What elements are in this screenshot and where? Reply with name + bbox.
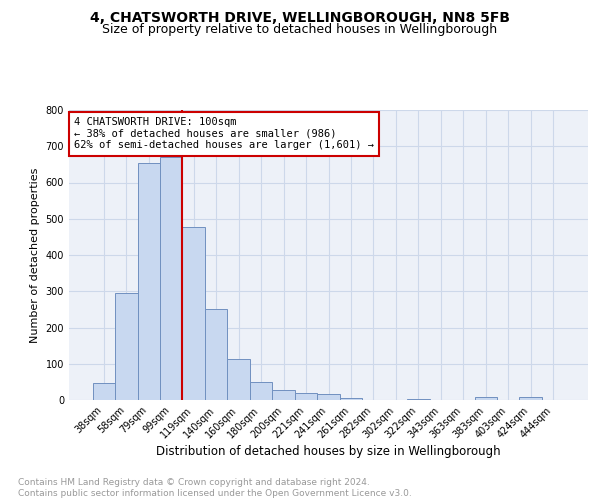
Text: 4, CHATSWORTH DRIVE, WELLINGBOROUGH, NN8 5FB: 4, CHATSWORTH DRIVE, WELLINGBOROUGH, NN8… xyxy=(90,11,510,25)
Bar xyxy=(137,164,160,400)
Text: Size of property relative to detached houses in Wellingborough: Size of property relative to detached ho… xyxy=(103,24,497,36)
Bar xyxy=(475,396,497,400)
Bar xyxy=(520,397,542,400)
Bar xyxy=(92,383,115,400)
X-axis label: Distribution of detached houses by size in Wellingborough: Distribution of detached houses by size … xyxy=(156,446,501,458)
Bar xyxy=(407,398,430,400)
Bar xyxy=(250,382,272,400)
Bar xyxy=(227,360,250,400)
Bar xyxy=(340,398,362,400)
Text: 4 CHATSWORTH DRIVE: 100sqm
← 38% of detached houses are smaller (986)
62% of sem: 4 CHATSWORTH DRIVE: 100sqm ← 38% of deta… xyxy=(74,117,374,150)
Bar xyxy=(317,394,340,400)
Bar xyxy=(160,157,182,400)
Bar xyxy=(272,390,295,400)
Bar xyxy=(115,293,137,400)
Y-axis label: Number of detached properties: Number of detached properties xyxy=(30,168,40,342)
Bar xyxy=(205,308,227,400)
Bar xyxy=(182,226,205,400)
Bar xyxy=(295,394,317,400)
Text: Contains HM Land Registry data © Crown copyright and database right 2024.
Contai: Contains HM Land Registry data © Crown c… xyxy=(18,478,412,498)
